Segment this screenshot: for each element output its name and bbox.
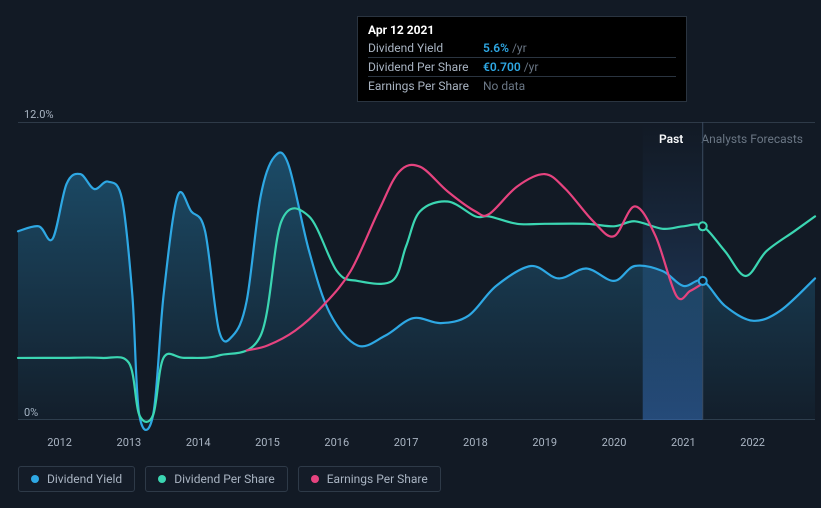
tooltip-date: Apr 12 2021 — [368, 23, 676, 37]
x-tick: 2018 — [463, 436, 488, 449]
x-tick: 2019 — [532, 436, 557, 449]
tooltip-row-value: 5.6% — [483, 41, 509, 55]
marker-dividend_yield — [699, 277, 707, 285]
x-tick: 2015 — [255, 436, 280, 449]
legend-item[interactable]: Dividend Yield — [18, 466, 135, 492]
tooltip-rows: Dividend Yield5.6%/yrDividend Per Share€… — [368, 39, 676, 95]
legend-dot-icon — [31, 475, 39, 483]
hover-tooltip: Apr 12 2021 Dividend Yield5.6%/yrDividen… — [357, 16, 687, 102]
tooltip-row-value: €0.700 — [483, 60, 521, 74]
x-tick: 2012 — [47, 436, 72, 449]
x-tick: 2014 — [186, 436, 211, 449]
tooltip-row-unit: /yr — [524, 60, 539, 74]
tooltip-row: Dividend Per Share€0.700/yr — [368, 58, 676, 77]
x-tick: 2017 — [394, 436, 419, 449]
y-axis-top-label: 12.0% — [24, 108, 54, 121]
legend-dot-icon — [158, 475, 166, 483]
chart-svg[interactable] — [18, 122, 815, 420]
tooltip-row-label: Dividend Yield — [368, 41, 483, 55]
legend-label: Dividend Per Share — [174, 472, 275, 486]
tooltip-row-nodata: No data — [483, 79, 525, 93]
marker-dividend_per_share — [699, 222, 707, 230]
tooltip-row: Earnings Per ShareNo data — [368, 77, 676, 95]
legend: Dividend Yield Dividend Per Share Earnings… — [18, 466, 441, 492]
legend-label: Earnings Per Share — [327, 472, 428, 486]
legend-dot-icon — [311, 475, 319, 483]
tooltip-row: Dividend Yield5.6%/yr — [368, 39, 676, 58]
x-tick: 2021 — [671, 436, 696, 449]
tooltip-row-label: Earnings Per Share — [368, 79, 483, 93]
tooltip-row-unit: /yr — [512, 41, 527, 55]
legend-item[interactable]: Earnings Per Share — [298, 466, 441, 492]
x-axis-ticks: 2012 2013 2014 2015 2016 2017 2018 2019 2020 2021… — [18, 436, 815, 450]
legend-label: Dividend Yield — [47, 472, 122, 486]
chart-root: Apr 12 2021 Dividend Yield5.6%/yrDividen… — [0, 0, 821, 508]
x-tick: 2022 — [740, 436, 765, 449]
legend-item[interactable]: Dividend Per Share — [145, 466, 288, 492]
x-tick: 2016 — [324, 436, 349, 449]
x-tick: 2013 — [117, 436, 142, 449]
x-tick: 2020 — [602, 436, 627, 449]
tooltip-row-label: Dividend Per Share — [368, 60, 483, 74]
